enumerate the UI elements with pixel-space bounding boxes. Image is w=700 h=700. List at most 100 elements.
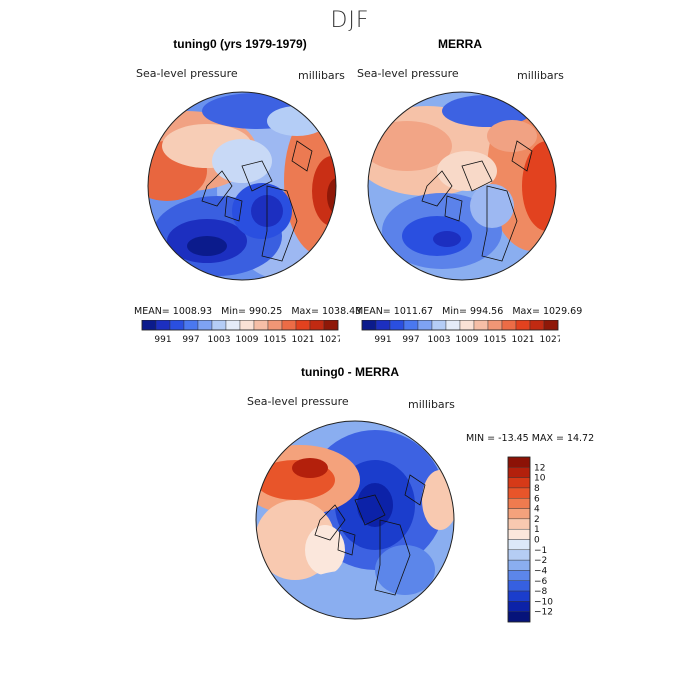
colorbar-tick-label: 1015 xyxy=(264,335,287,345)
colorbar-swatch xyxy=(431,320,447,331)
colorbar-swatch xyxy=(417,320,433,331)
colorbar-swatch xyxy=(295,320,311,331)
colorbar-tick-label: 991 xyxy=(154,335,171,345)
mean-label: MEAN= xyxy=(134,306,170,317)
colorbar-tick-label: 10 xyxy=(534,474,546,484)
colorbar-tick-label: −2 xyxy=(534,556,547,566)
panel-units-label-obs: millibars xyxy=(517,69,564,82)
colorbar-swatch xyxy=(507,570,531,581)
colorbar-swatch xyxy=(507,590,531,602)
max-value: 1029.69 xyxy=(542,306,583,317)
diff-stats: MIN = -13.45 MAX = 14.72 xyxy=(466,433,595,444)
colorbar-tick-label: 997 xyxy=(402,335,419,345)
mean-label: MEAN= xyxy=(355,306,391,317)
panel-title-diff: tuning0 - MERRA xyxy=(301,365,399,379)
min-value: 990.25 xyxy=(249,306,283,317)
colorbar-tick-label: 1009 xyxy=(236,335,259,345)
colorbar-swatch xyxy=(473,320,489,331)
colorbar-swatch xyxy=(507,580,531,592)
colorbar-swatch xyxy=(507,498,531,509)
colorbar-swatch xyxy=(155,320,171,331)
colorbar-tick-label: 1021 xyxy=(292,335,315,345)
colorbar-swatch xyxy=(225,320,241,331)
colorbar-swatch xyxy=(507,539,531,551)
colorbar-swatch xyxy=(507,528,531,540)
panel-variable-label-obs: Sea-level pressure xyxy=(357,67,459,80)
colorbar-tick-label: −8 xyxy=(534,587,548,597)
colorbar-swatch xyxy=(267,320,283,331)
panel-stats-obs: MEAN= 1011.67 Min= 994.56 Max= 1029.69 xyxy=(355,306,582,317)
min-value: 994.56 xyxy=(470,306,504,317)
polar-map-obs xyxy=(367,91,557,281)
colorbar-swatch xyxy=(543,320,559,331)
colorbar-swatch xyxy=(515,320,531,331)
colorbar-tick-label: 12 xyxy=(534,463,545,473)
colorbar-swatch xyxy=(501,320,517,331)
colorbar-swatch xyxy=(375,320,391,331)
colorbar-swatch xyxy=(169,320,185,331)
colorbar-swatch xyxy=(253,320,269,331)
colorbar-swatch xyxy=(507,549,531,561)
colorbar-obs: 991997100310091015102110271033 xyxy=(361,320,560,345)
colorbar-frame xyxy=(507,456,531,623)
colorbar-frame xyxy=(361,320,559,331)
colorbar-swatch xyxy=(389,320,405,331)
panel-title-model: tuning0 (yrs 1979-1979) xyxy=(173,37,307,51)
colorbar-swatch xyxy=(211,320,227,331)
colorbar-tick-label: 2 xyxy=(534,515,540,525)
polar-map-model xyxy=(147,91,337,281)
colorbar-swatch xyxy=(507,477,531,489)
colorbar-tick-label: 0 xyxy=(534,536,540,546)
panel-units-label-model: millibars xyxy=(298,69,345,82)
colorbar-tick-label: 991 xyxy=(374,335,391,345)
colorbar-swatch xyxy=(239,320,255,331)
colorbar-tick-label: 1015 xyxy=(484,335,507,345)
colorbar-tick-label: −4 xyxy=(534,566,548,576)
colorbar-tick-label: 1003 xyxy=(208,335,231,345)
colorbar-tick-label: 1027 xyxy=(320,335,340,345)
colorbar-swatch xyxy=(507,601,531,612)
colorbar-swatch xyxy=(507,456,531,468)
colorbar-tick-label: −10 xyxy=(534,597,553,607)
colorbar-swatch xyxy=(529,320,545,331)
min-label: Min= xyxy=(442,306,467,317)
colorbar-swatch xyxy=(141,320,157,331)
colorbar-tick-label: 997 xyxy=(182,335,199,345)
season-title: DJF xyxy=(330,8,370,33)
colorbar-swatch xyxy=(507,467,531,478)
colorbar-tick-label: 1021 xyxy=(512,335,535,345)
colorbar-swatch xyxy=(361,320,377,331)
panel-stats-model: MEAN= 1008.93 Min= 990.25 Max= 1038.43 xyxy=(134,306,361,317)
colorbar-swatch xyxy=(487,320,503,331)
colorbar-swatch xyxy=(281,320,297,331)
colorbar-swatch xyxy=(323,320,339,331)
panel-units-label-diff: millibars xyxy=(408,398,455,411)
colorbar-tick-label: 1 xyxy=(534,525,540,535)
colorbar-tick-label: −6 xyxy=(534,577,548,587)
polar-map-diff xyxy=(255,420,455,620)
colorbar-tick-label: 1003 xyxy=(428,335,451,345)
colorbar-swatch xyxy=(507,559,531,571)
colorbar-swatch xyxy=(309,320,325,331)
panel-variable-label-diff: Sea-level pressure xyxy=(247,395,349,408)
colorbar-tick-label: 8 xyxy=(534,484,540,494)
colorbar-swatch xyxy=(507,508,531,520)
max-label: Max= xyxy=(291,306,319,317)
panel-variable-label-model: Sea-level pressure xyxy=(136,67,238,80)
colorbar-tick-label: −12 xyxy=(534,608,553,618)
colorbar-tick-label: 6 xyxy=(534,494,540,504)
max-value: 1038.43 xyxy=(321,306,362,317)
colorbar-swatch xyxy=(183,320,199,331)
colorbar-swatch xyxy=(445,320,461,331)
max-label: Max= xyxy=(512,306,540,317)
colorbar-swatch xyxy=(459,320,475,331)
min-label: Min= xyxy=(221,306,246,317)
mean-value: 1011.67 xyxy=(393,306,434,317)
colorbar-swatch xyxy=(507,518,531,530)
colorbar-model: 991997100310091015102110271033 xyxy=(141,320,340,345)
colorbar-tick-label: 4 xyxy=(534,505,540,515)
colorbar-tick-label: 1027 xyxy=(540,335,560,345)
colorbar-swatch xyxy=(507,611,531,623)
colorbar-tick-label: 1009 xyxy=(456,335,479,345)
